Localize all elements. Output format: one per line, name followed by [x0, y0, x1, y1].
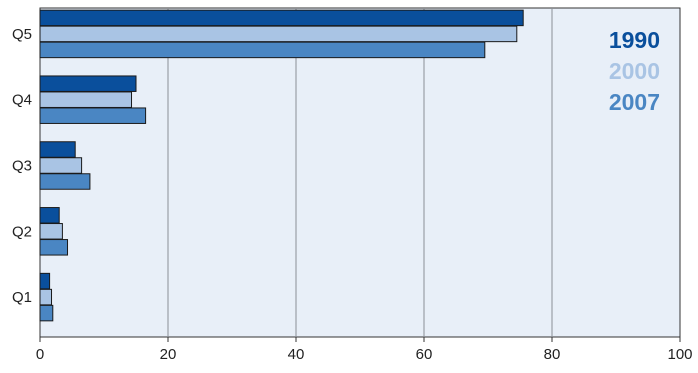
x-tick-label: 100 — [667, 346, 692, 363]
legend-entry-1990: 1990 — [609, 27, 660, 53]
x-tick-label: 20 — [160, 346, 177, 363]
category-label-q1: Q1 — [12, 289, 32, 306]
bar-q2-1990 — [39, 207, 60, 224]
category-label-q4: Q4 — [12, 92, 32, 109]
x-tick-label: 60 — [416, 346, 433, 363]
bar-q4-1990 — [39, 75, 137, 92]
bar-q4-2007 — [39, 107, 147, 124]
category-label-q3: Q3 — [12, 158, 32, 175]
bar-q2-2000 — [39, 223, 63, 240]
category-label-q5: Q5 — [12, 26, 32, 43]
x-tick-label: 0 — [36, 346, 44, 363]
bar-q5-1990 — [39, 9, 524, 27]
x-tick-labels: 0 20 40 60 80 100 — [36, 337, 693, 363]
category-label-q2: Q2 — [12, 223, 32, 240]
bar-q3-1990 — [39, 141, 76, 158]
legend: 1990 2000 2007 — [609, 27, 660, 115]
bar-q3-2000 — [39, 157, 83, 174]
x-tick-label: 40 — [288, 346, 305, 363]
bar-q4-2000 — [39, 91, 133, 108]
bars — [39, 9, 524, 322]
x-tick-label: 80 — [544, 346, 561, 363]
category-labels: Q1 Q2 Q3 Q4 Q5 — [12, 26, 32, 306]
bar-q1-2000 — [39, 288, 53, 306]
bar-q5-2007 — [39, 41, 486, 59]
bar-q2-2007 — [39, 239, 69, 256]
bar-q1-2007 — [39, 304, 54, 322]
plot-area — [39, 7, 681, 338]
bar-q1-1990 — [39, 272, 51, 290]
grid-lines — [167, 8, 553, 337]
bar-q3-2007 — [39, 173, 91, 190]
legend-entry-2000: 2000 — [609, 58, 660, 84]
legend-entry-2007: 2007 — [609, 89, 660, 115]
bar-q5-2000 — [39, 25, 518, 43]
